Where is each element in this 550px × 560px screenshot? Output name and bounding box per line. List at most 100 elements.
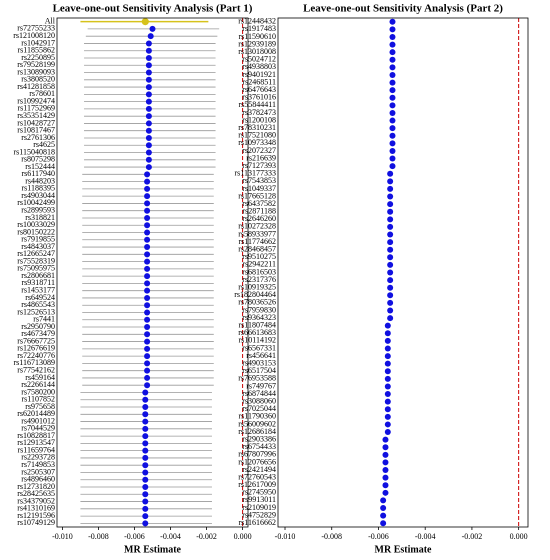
category-label: rs3808520 [21,75,55,84]
point-estimate [142,418,149,425]
category-label: rs11790360 [239,412,276,421]
point-estimate [389,33,396,40]
category-label: rs2250895 [21,53,55,62]
category-label: rs10033029 [17,220,55,229]
category-label: rs9364323 [242,313,276,322]
x-tick-label: 0.000 [234,532,252,541]
point-estimate [389,18,396,25]
point-estimate [142,440,149,447]
category-label: rs2505307 [21,467,55,476]
category-label: rs6567331 [242,343,276,352]
category-label: rs2806681 [21,271,55,280]
point-estimate [144,280,151,287]
category-label: rs7149853 [21,460,55,469]
category-label: rs5024712 [242,55,276,64]
category-label: rs2871188 [243,207,276,216]
x-tick-label: 0.000 [510,532,528,541]
point-estimate [145,40,152,47]
x-tick-label: -0.008 [321,532,342,541]
point-estimate [384,391,391,398]
point-estimate [387,269,394,276]
point-estimate [141,18,149,26]
category-label: rs1049337 [242,184,276,193]
category-label: rs80150222 [17,227,55,236]
category-label: rs11590610 [239,32,276,41]
point-estimate [145,120,152,127]
category-label: rs11616662 [239,518,276,527]
category-label: rs75528319 [17,256,55,265]
point-estimate [142,513,149,520]
point-estimate [144,287,151,294]
point-estimate [387,208,394,215]
category-label: rs12676619 [17,344,55,353]
point-estimate [142,484,149,491]
category-label: rs121008120 [13,31,55,40]
point-estimate [387,223,394,230]
point-estimate [384,406,391,413]
point-estimate [142,411,149,418]
category-label: rs6437582 [242,199,276,208]
x-tick-label: -0.002 [196,532,217,541]
category-label: rs9510275 [242,252,276,261]
point-estimate [142,454,149,461]
point-estimate [387,185,394,192]
point-estimate [142,425,149,432]
point-estimate [384,368,391,375]
category-label: rs1188395 [22,184,55,193]
point-estimate [144,338,151,345]
plot-frame [56,17,249,528]
category-label: rs1453177 [21,286,55,295]
point-estimate [142,491,149,498]
point-estimate [145,76,152,83]
category-label: rs62014489 [17,409,55,418]
point-estimate [389,155,396,162]
point-estimate [144,171,151,178]
category-label: rs3088060 [242,396,276,405]
point-estimate [145,127,152,134]
point-estimate [145,47,152,54]
point-estimate [144,360,151,367]
category-label: rs55844411 [239,100,276,109]
point-estimate [382,451,389,458]
point-estimate [387,315,394,322]
point-estimate [389,163,396,170]
category-label: rs12939189 [238,39,276,48]
point-estimate [382,474,389,481]
point-estimate [387,170,394,177]
category-label: rs318821 [25,213,55,222]
category-label: rs76667725 [17,336,55,345]
category-label: rs459164 [25,373,55,382]
category-label: rs6476643 [242,85,276,94]
category-label: rs216639 [246,153,276,162]
point-estimate [389,94,396,101]
category-label: rs78310231 [238,123,276,132]
point-estimate [145,62,152,69]
category-label: rs7044529 [21,424,55,433]
point-estimate [142,520,149,527]
category-label: rs2950790 [21,322,55,331]
point-estimate [389,125,396,132]
category-label: rs10828817 [17,431,55,440]
category-label: rs9401921 [242,70,276,79]
point-estimate [389,117,396,124]
point-estimate [387,246,394,253]
point-estimate [382,489,389,496]
category-label: rs11659764 [18,445,55,454]
category-label: rs2293728 [21,453,55,462]
category-label: rs12686184 [238,427,276,436]
point-estimate [144,331,151,338]
point-estimate [387,284,394,291]
category-label: rs6816503 [242,267,276,276]
category-label: rs13089093 [17,67,55,76]
point-estimate [145,142,152,149]
plot-frame [277,17,529,528]
category-label: rs649524 [25,293,55,302]
category-label: rs4625 [33,140,55,149]
x-tick-label: -0.002 [462,532,483,541]
category-label: rs6874844 [242,389,276,398]
point-estimate [389,64,396,71]
category-label: rs2899593 [21,206,55,215]
point-estimate [384,353,391,360]
category-label: rs78601 [29,89,55,98]
category-label: rs6517504 [242,366,276,375]
